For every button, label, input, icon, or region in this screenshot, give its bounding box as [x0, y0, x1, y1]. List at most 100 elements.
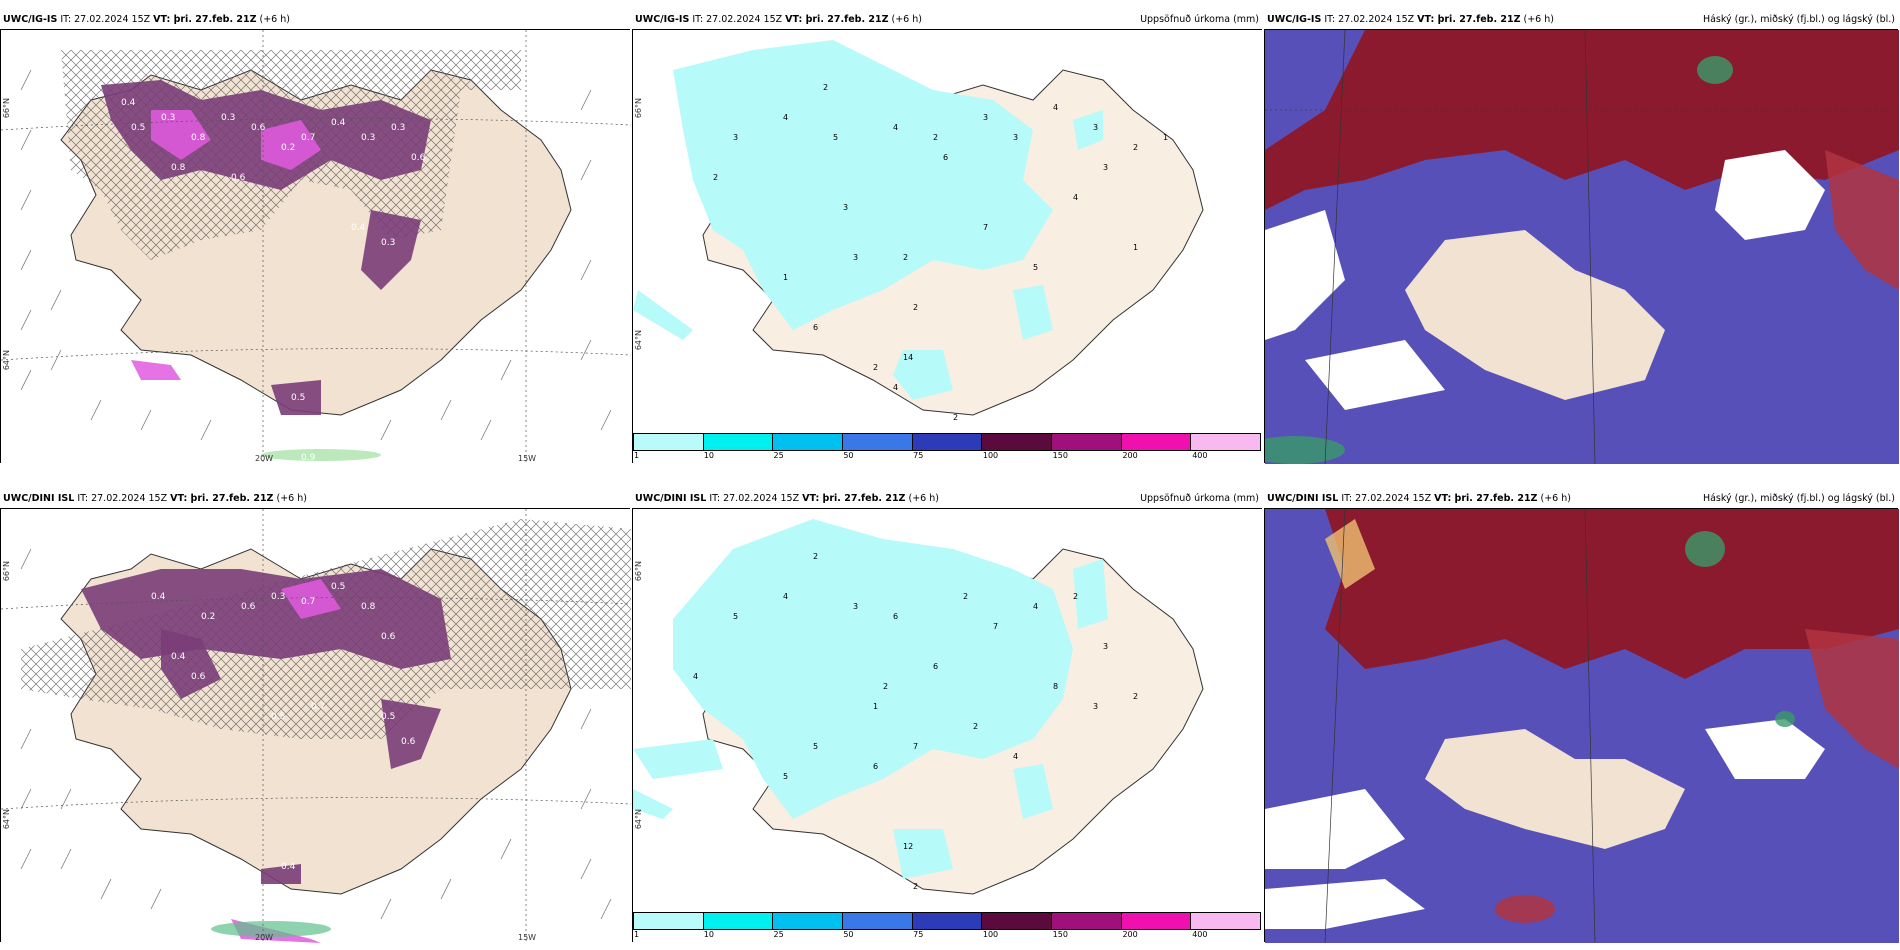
map-canvas-snow-top: 0.4 0.3 0.5 0.8 0.3 0.6 0.2 0.7 0.4 0.3 0.3 0.6 0.8 0…: [1, 30, 631, 464]
value-label: 0.4: [351, 223, 366, 233]
value-label: 3: [733, 133, 738, 142]
lat-label-66: 66°N: [634, 561, 643, 582]
value-label: 6: [893, 612, 898, 621]
colorbar-tick-label: 50: [843, 451, 854, 460]
value-label: 14: [903, 353, 913, 362]
colorbar-bin: [982, 434, 1053, 450]
value-label: 0.4: [171, 652, 186, 662]
value-label: 4: [1013, 752, 1018, 761]
panel-header: UWC/DINI ISL IT: 27.02.2024 15Z VT: þri.…: [635, 493, 939, 504]
value-label: 1: [783, 273, 788, 282]
value-label: 1: [1133, 243, 1138, 252]
value-label: 4: [783, 113, 788, 122]
lat-label-66: 66°N: [634, 98, 643, 119]
value-label: 0.4: [121, 98, 136, 108]
value-label: 2: [933, 133, 938, 142]
colorbar-bin: [634, 434, 704, 450]
value-label: 4: [893, 123, 898, 132]
colorbar-tick-label: 400: [1192, 930, 1208, 939]
value-label: 0.6: [401, 737, 416, 747]
value-label: 2: [1133, 143, 1138, 152]
value-label: 8: [1053, 682, 1058, 691]
colorbar-bin: [912, 434, 983, 450]
value-label: 1: [1163, 133, 1168, 142]
value-label: 5: [833, 133, 838, 142]
precip-area: [673, 519, 1073, 819]
colorbar-tick-label: 50: [843, 930, 854, 939]
value-label: 0.6: [241, 602, 256, 612]
colorbar-bin: [773, 434, 844, 450]
precip-area: [673, 40, 1053, 330]
colorbar-tick-label: 400: [1192, 451, 1208, 460]
value-label: 0.4: [151, 592, 166, 602]
value-label: 2: [973, 722, 978, 731]
value-label: 0.7: [301, 597, 315, 607]
value-label: 6: [933, 662, 938, 671]
value-label: 0.3: [361, 133, 375, 143]
lon-label-15: 15W: [518, 454, 537, 463]
colorbar-bin: [703, 434, 774, 450]
colorbar-tick-label: 75: [913, 930, 924, 939]
value-label: 6: [943, 153, 948, 162]
colorbar-tick-label: 100: [982, 930, 999, 939]
value-label: 4: [1073, 193, 1078, 202]
value-label: 3: [1103, 163, 1108, 172]
value-label: 2: [953, 413, 958, 422]
value-label: 2: [883, 682, 888, 691]
value-label: 12: [903, 842, 913, 851]
value-label: 3: [853, 602, 858, 611]
value-label: 0.7: [301, 133, 315, 143]
panel-header: UWC/DINI ISL IT: 27.02.2024 15Z VT: þri.…: [3, 493, 307, 504]
panel-header: UWC/IG-IS IT: 27.02.2024 15Z VT: þri. 27…: [3, 14, 290, 25]
value-label: 0.5: [291, 393, 305, 403]
value-label: 2: [1133, 692, 1138, 701]
value-label: 3: [853, 253, 858, 262]
value-label: 4: [893, 383, 898, 392]
value-label: 0.5: [381, 712, 395, 722]
lon-label-20: 20W: [255, 454, 274, 463]
value-label: 0.3: [221, 113, 235, 123]
value-label: 5: [783, 772, 788, 781]
precip-colorbar: [633, 912, 1261, 930]
value-label: 0.4: [281, 862, 296, 872]
map-canvas-cloud-bottom: [1265, 509, 1899, 943]
map-canvas-snow-bottom: 0.4 0.2 0.6 0.3 0.7 0.5 0.8 0.6 0.4 0.6 0.5 0.7 0.5 0…: [1, 509, 631, 943]
value-label: 4: [1053, 103, 1058, 112]
colorbar-bin: [1052, 434, 1122, 450]
map-canvas-cloud-top: [1265, 30, 1899, 464]
panel-header: UWC/IG-IS IT: 27.02.2024 15Z VT: þri. 27…: [1267, 14, 1554, 25]
panel-title-right: Háský (gr.), miðský (fj.bl.) og lágský (…: [1702, 493, 1895, 504]
value-label: 3: [1093, 123, 1098, 132]
value-label: 0.5: [271, 712, 285, 722]
cloud-panel-bottom: UWC/DINI ISL IT: 27.02.2024 15Z VT: þri.…: [1264, 493, 1899, 943]
colorbar-bin: [1121, 913, 1192, 929]
colorbar-bin: [843, 913, 913, 929]
value-label: 2: [813, 552, 818, 561]
colorbar-tick-label: 10: [703, 930, 714, 939]
value-label: 0.2: [201, 612, 215, 622]
map-canvas-precip-bottom: 2 4 5 4 3 6 2 7 4 2 3 6 2 1 5 8 3 2 7 2 4 6 5 12 2: [633, 509, 1263, 943]
value-label: 0.9: [301, 453, 316, 463]
lat-label-66: 66°N: [2, 561, 11, 582]
colorbar-bin: [634, 913, 704, 929]
colorbar-bin: [1121, 434, 1192, 450]
lat-label-66: 66°N: [2, 98, 11, 119]
value-label: 0.3: [161, 113, 175, 123]
value-label: 0.3: [391, 123, 405, 133]
value-label: 6: [813, 323, 818, 332]
lon-label-20: 20W: [255, 933, 274, 942]
value-label: 0.3: [271, 592, 285, 602]
panel-title-right: Uppsöfnuð úrkoma (mm): [1140, 493, 1259, 504]
value-label: 2: [713, 173, 718, 182]
colorbar-tick-label: 1: [634, 930, 640, 939]
value-label: 1: [873, 702, 878, 711]
value-label: 3: [1093, 702, 1098, 711]
colorbar-bin: [1191, 913, 1261, 929]
value-label: 7: [993, 622, 998, 631]
value-label: 0.6: [251, 123, 266, 133]
value-label: 0.6: [191, 672, 206, 682]
value-label: 0.6: [241, 453, 256, 463]
colorbar-bin: [912, 913, 983, 929]
colorbar-tick-label: 25: [773, 451, 784, 460]
